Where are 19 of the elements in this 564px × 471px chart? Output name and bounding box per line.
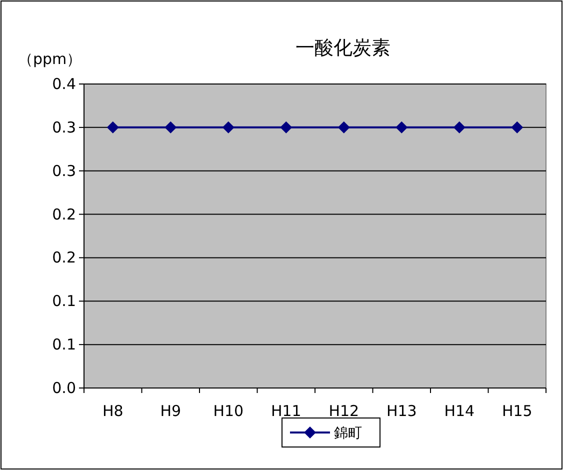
y-tick-label: 0.3 <box>52 118 76 136</box>
x-tick-label: H14 <box>444 402 475 420</box>
y-tick-label: 0.2 <box>52 248 76 267</box>
y-tick-label: 0.2 <box>52 205 76 224</box>
y-tick-label: 0.3 <box>52 162 76 180</box>
x-tick-label: H13 <box>386 402 417 420</box>
x-tick-label: H10 <box>213 402 244 420</box>
x-tick-label: H8 <box>102 402 124 420</box>
x-tick-label: H15 <box>502 402 532 420</box>
x-tick-label: H11 <box>270 402 302 420</box>
y-tick-label: 0.0 <box>52 379 76 397</box>
x-tick-label: H9 <box>160 402 182 420</box>
y-tick-label: 0.4 <box>52 75 76 93</box>
chart-title: 一酸化炭素 <box>296 37 390 59</box>
legend-label: 錦町 <box>334 426 362 442</box>
y-axis-title: （ppm） <box>18 50 82 68</box>
y-tick-label: 0.1 <box>52 336 76 354</box>
y-tick-label: 0.1 <box>52 292 76 310</box>
x-tick-label: H12 <box>328 402 360 420</box>
